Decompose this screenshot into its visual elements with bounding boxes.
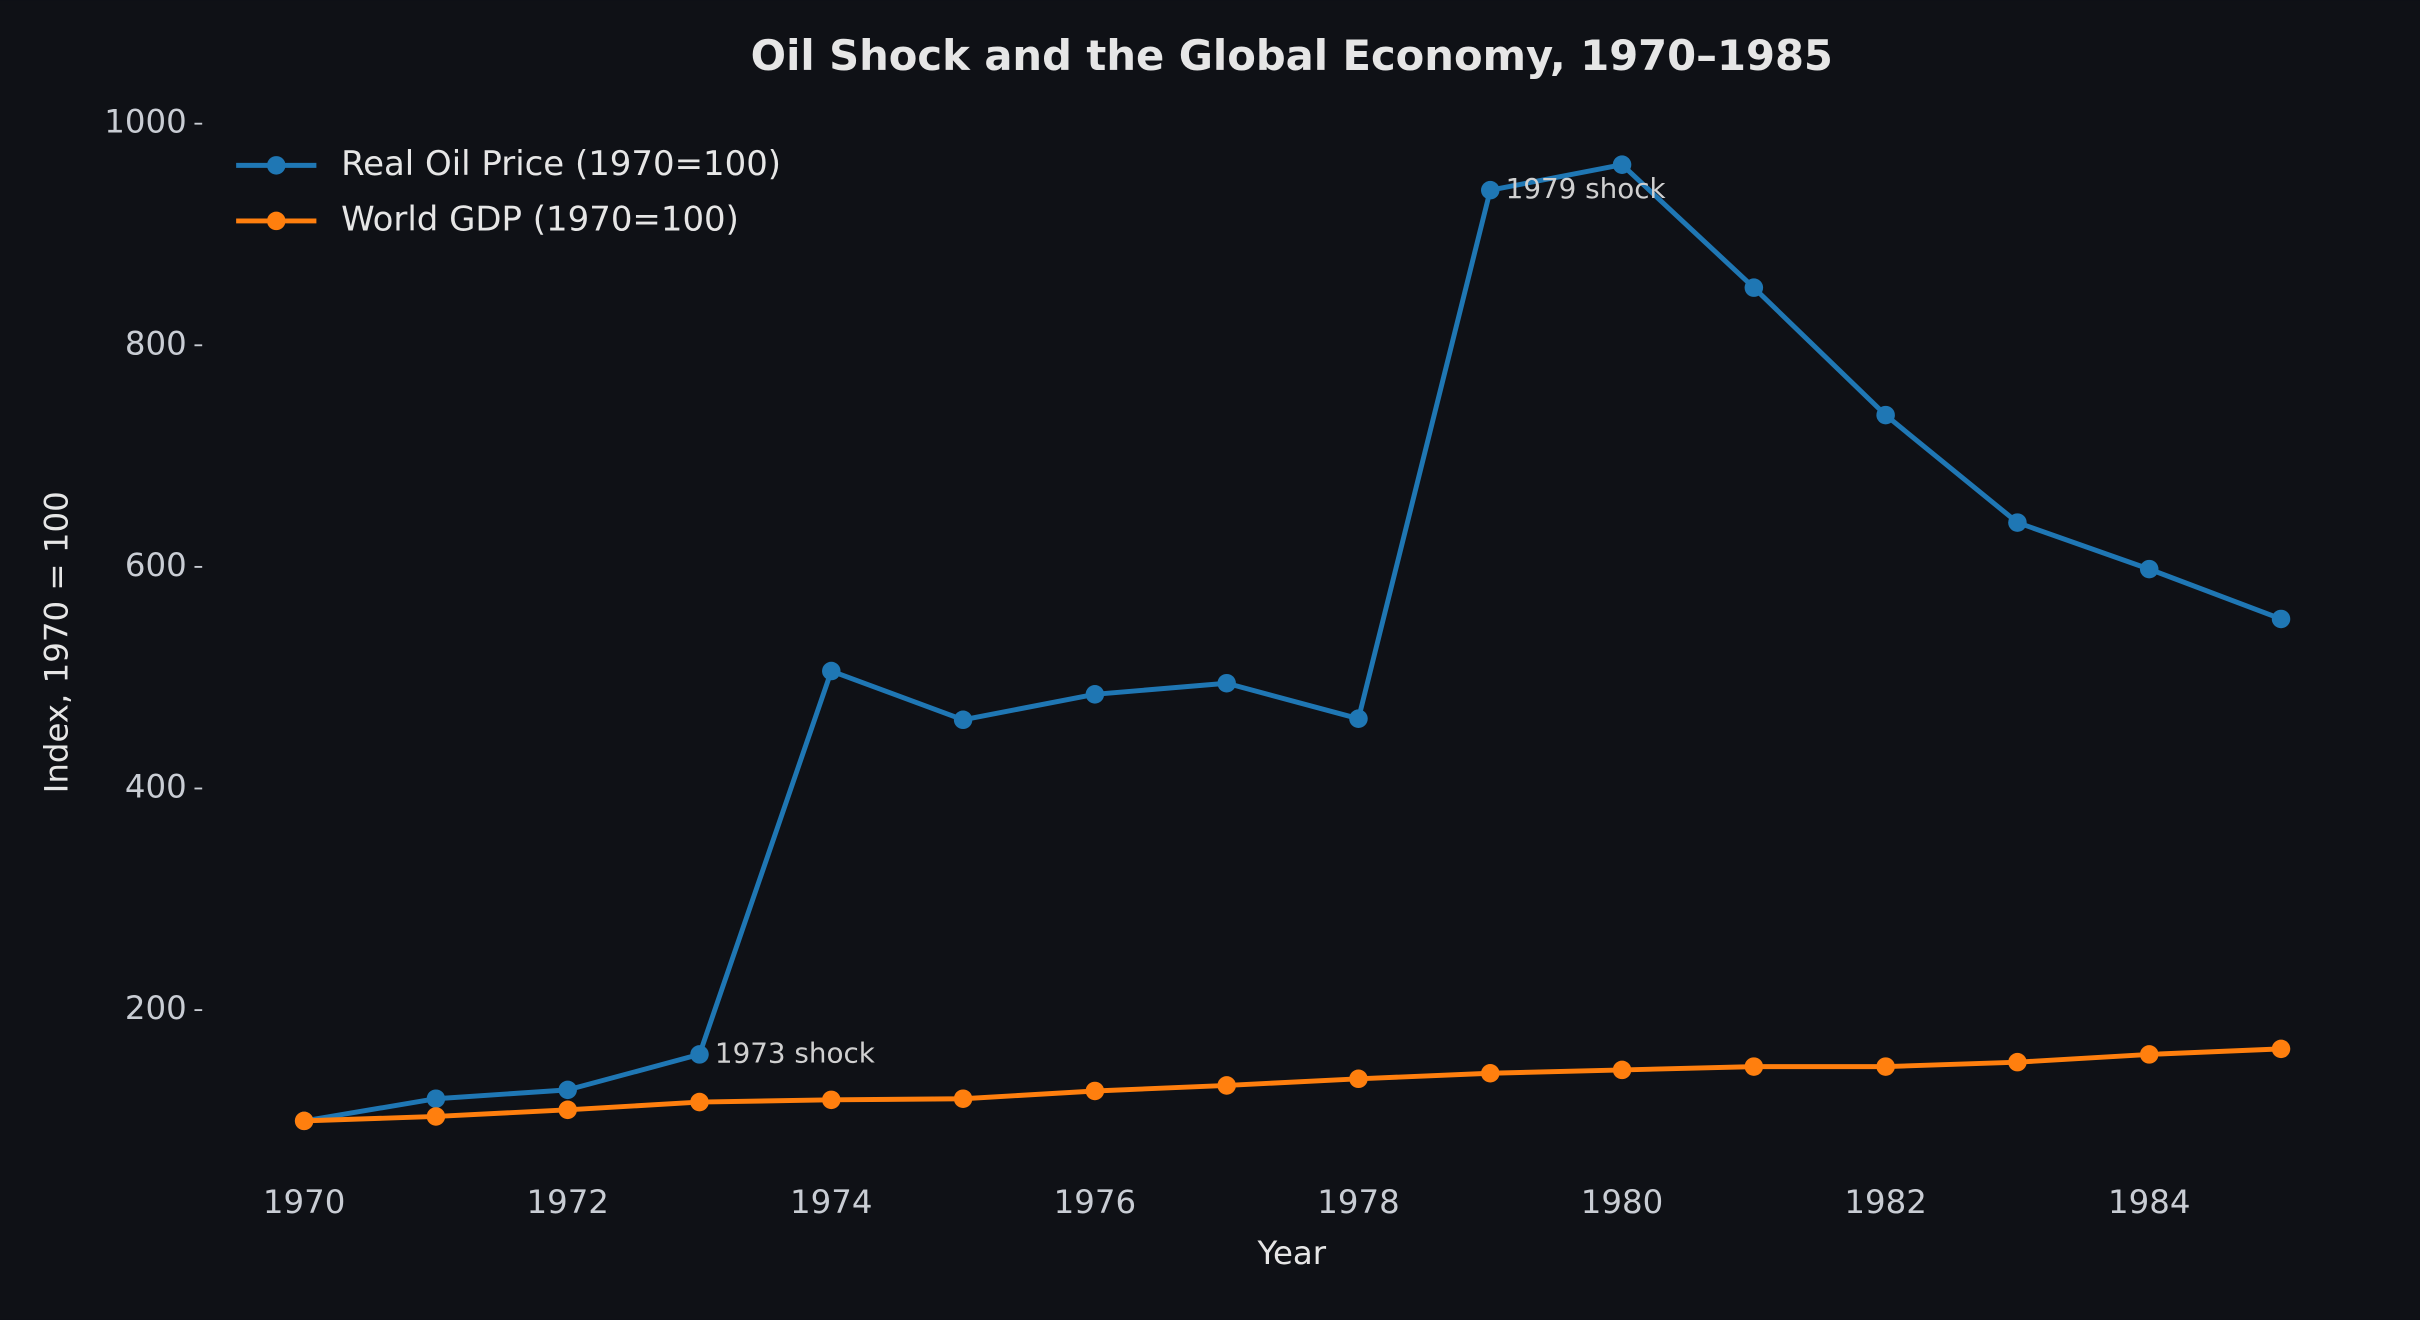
data-point [2008, 1052, 2027, 1072]
legend-marker [267, 211, 286, 231]
data-point [690, 1092, 709, 1112]
data-point [822, 661, 841, 681]
data-point [1085, 1081, 1105, 1101]
data-point [2271, 609, 2291, 629]
legend-label: Real Oil Price (1970=100) [341, 144, 781, 184]
series-line [303, 162, 2282, 1124]
data-point [822, 1090, 841, 1110]
data-point [294, 1111, 314, 1131]
data-point [1217, 1076, 1236, 1095]
y-tick-label: 400 [125, 767, 187, 805]
data-point [953, 1089, 973, 1108]
data-point [1217, 673, 1236, 693]
x-tick-label: 1980 [1581, 1183, 1663, 1221]
x-tick-label: 1982 [1844, 1183, 1926, 1221]
chart-title: Oil Shock and the Global Economy, 1970–1… [751, 31, 1833, 80]
x-tick-label: 1970 [263, 1183, 345, 1221]
data-point [2139, 1045, 2159, 1064]
data-point [426, 1107, 446, 1126]
x-tick-label: 1974 [790, 1183, 872, 1221]
data-point [1349, 1069, 1368, 1089]
data-point [2139, 559, 2159, 579]
y-tick-label: 800 [125, 324, 187, 362]
data-point [1481, 180, 1500, 200]
data-point [1612, 1060, 1632, 1080]
data-point [953, 710, 973, 730]
legend-label: World GDP (1970=100) [341, 199, 739, 239]
data-point [1349, 709, 1368, 728]
data-point [558, 1080, 577, 1100]
data-point [1876, 405, 1895, 425]
x-axis-label: Year [1256, 1234, 1326, 1272]
data-point [426, 1089, 446, 1108]
annotation: 1979 shock [1506, 172, 1666, 205]
legend-marker [267, 156, 286, 175]
y-tick-label: 600 [125, 546, 187, 584]
series-line [304, 1046, 2282, 1124]
annotation: 1973 shock [715, 1036, 875, 1069]
x-tick-label: 1984 [2108, 1183, 2190, 1221]
data-point [1744, 1057, 1764, 1076]
data-point [1612, 155, 1632, 174]
data-point [1085, 685, 1105, 704]
data-point [690, 1045, 709, 1064]
data-point [1744, 278, 1764, 297]
x-tick-label: 1978 [1317, 1183, 1399, 1221]
y-tick-label: 1000 [104, 103, 186, 141]
x-tick-label: 1976 [1054, 1183, 1136, 1221]
y-tick-label: 200 [125, 989, 187, 1027]
data-point [1481, 1063, 1500, 1083]
data-point [1876, 1057, 1895, 1076]
x-tick-label: 1972 [526, 1183, 608, 1221]
data-point [2271, 1039, 2291, 1059]
y-axis-label: Index, 1970 = 100 [38, 491, 76, 793]
data-point [2008, 513, 2027, 532]
data-point [558, 1100, 577, 1120]
